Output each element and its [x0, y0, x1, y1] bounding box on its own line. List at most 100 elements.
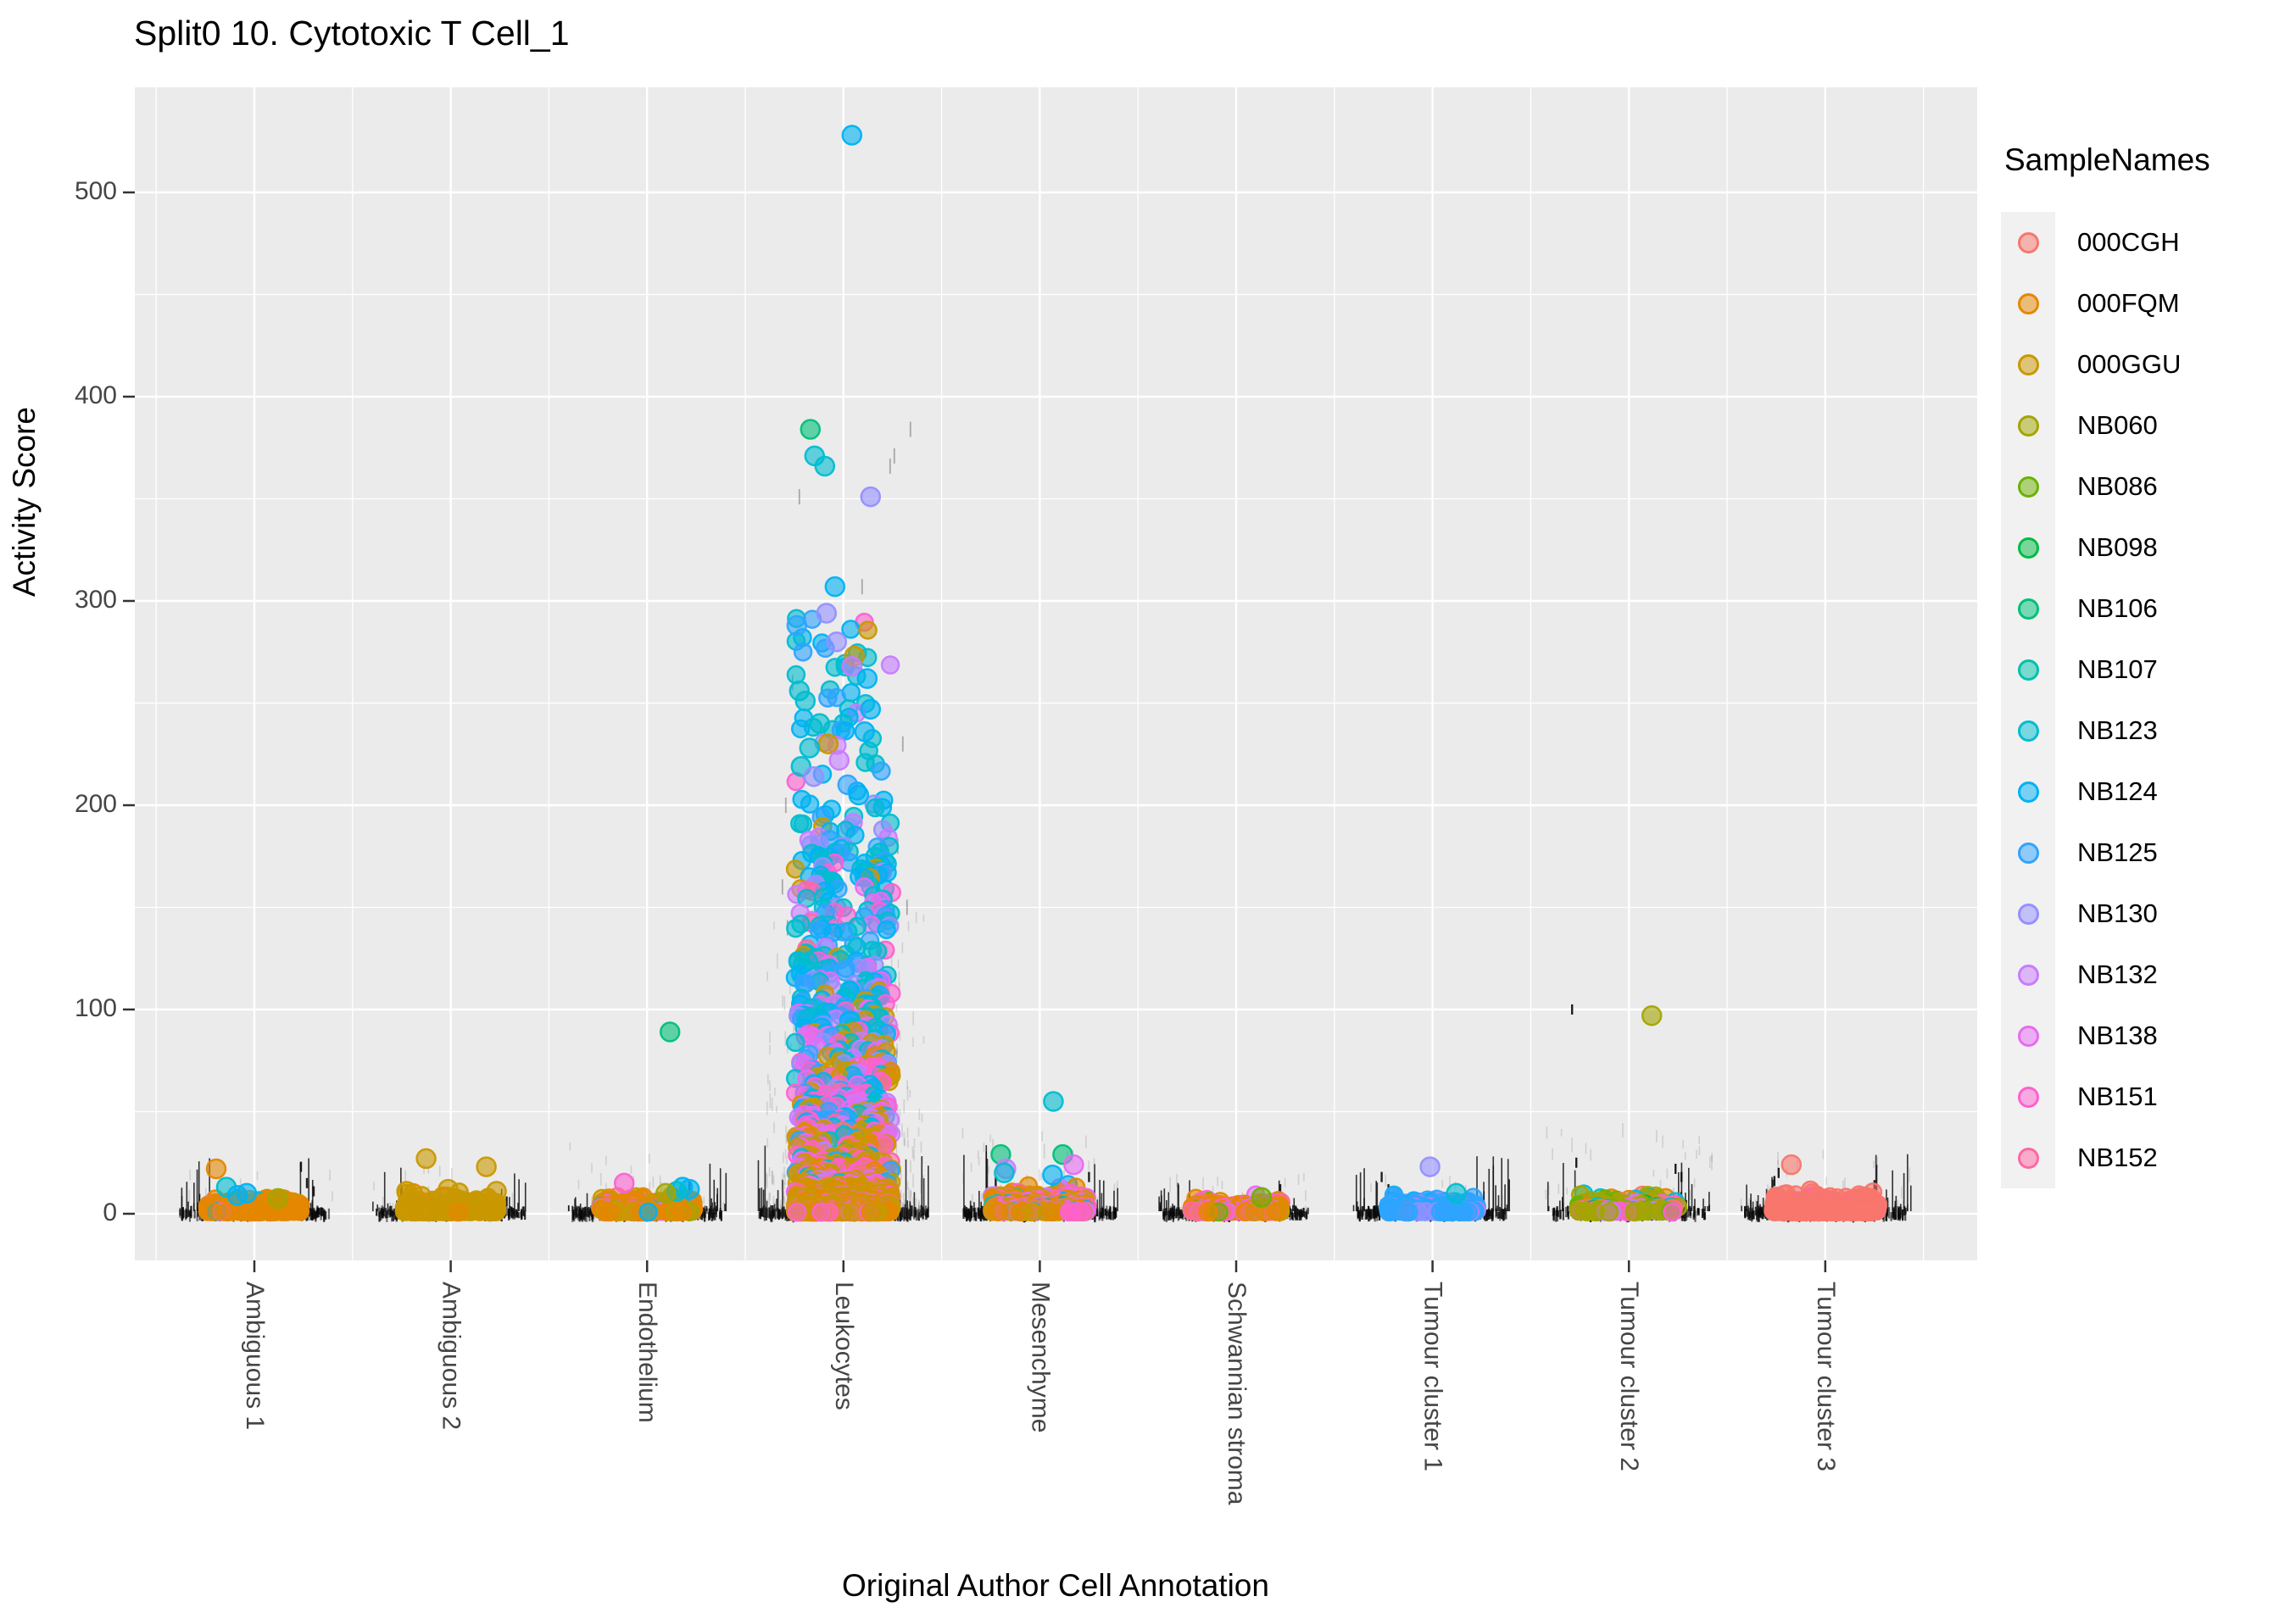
- outlier-point: [800, 419, 822, 440]
- y-tick-label: 100: [74, 994, 117, 1022]
- legend-label: NB130: [2077, 898, 2158, 928]
- legend-dot-icon: [2017, 903, 2039, 925]
- gridlines-minor: [135, 87, 1977, 1260]
- legend-entry: NB086: [2001, 456, 2210, 517]
- legend-dot-icon: [2017, 598, 2039, 620]
- legend-dot-icon: [2017, 353, 2039, 375]
- data-point: [793, 642, 813, 662]
- y-tick-label: 300: [74, 586, 117, 614]
- legend-key: [2001, 1066, 2055, 1127]
- y-tick-label: 400: [74, 381, 117, 409]
- x-tick-label: Ambiguous 1: [241, 1282, 269, 1431]
- legend-dot-icon: [2017, 231, 2039, 253]
- data-point: [1804, 1202, 1824, 1222]
- outlier-point: [817, 733, 839, 754]
- outlier-point: [1419, 1156, 1441, 1177]
- category-cluster: [179, 1158, 333, 1222]
- outlier-point: [848, 784, 870, 806]
- legend-label: 000FQM: [2077, 288, 2180, 318]
- legend-dot-icon: [2017, 476, 2039, 498]
- x-tick-label: Endothelium: [633, 1282, 662, 1423]
- outlier-point: [824, 576, 846, 598]
- y-tick-label: 500: [74, 177, 117, 205]
- legend-dot-icon: [2017, 964, 2039, 986]
- outlier-point: [860, 486, 882, 508]
- legend-key: [2001, 395, 2055, 456]
- legend-label: NB106: [2077, 593, 2158, 623]
- data-point: [785, 1032, 805, 1053]
- data-point: [1441, 1202, 1461, 1222]
- legend-dot-icon: [2017, 781, 2039, 803]
- outlier-point: [613, 1172, 635, 1194]
- legend-label: NB138: [2077, 1021, 2158, 1050]
- legend-key: [2001, 700, 2055, 761]
- legend-key: [2001, 1127, 2055, 1188]
- data-point: [449, 1202, 468, 1222]
- legend-key: [2001, 212, 2055, 273]
- y-tick-label: 200: [74, 790, 117, 818]
- data-points-layer: [179, 125, 1912, 1223]
- data-point: [841, 620, 861, 639]
- legend-label: NB132: [2077, 959, 2158, 989]
- legend-dot-icon: [2017, 720, 2039, 742]
- legend-dot-icon: [2017, 414, 2039, 437]
- legend-entry: NB124: [2001, 761, 2210, 822]
- legend-entry: 000CGH: [2001, 212, 2210, 273]
- legend-entry: NB060: [2001, 395, 2210, 456]
- data-point: [1235, 1202, 1256, 1222]
- outlier-point: [205, 1158, 227, 1180]
- data-point: [858, 620, 878, 640]
- legend-entry: NB138: [2001, 1005, 2210, 1066]
- legend-dot-icon: [2017, 292, 2039, 314]
- data-point: [793, 814, 813, 834]
- outlier-point: [809, 713, 831, 734]
- data-point: [880, 655, 900, 675]
- legend-key: [2001, 761, 2055, 822]
- data-point: [1599, 1202, 1619, 1222]
- outlier-point: [828, 749, 850, 771]
- outlier-point: [1446, 1182, 1467, 1204]
- x-tick-label: Tumour cluster 1: [1418, 1282, 1447, 1471]
- outlier-point: [860, 698, 882, 720]
- legend-entries: 000CGH 000FQM 000GGU NB060 NB086 NB098 NB106 NB…: [2001, 212, 2210, 1188]
- data-point: [1825, 1202, 1845, 1222]
- x-tick-label: Leukocytes: [829, 1282, 858, 1410]
- legend-entry: NB098: [2001, 517, 2210, 578]
- outlier-point: [856, 668, 878, 689]
- outlier-point: [1781, 1154, 1803, 1176]
- data-point: [790, 719, 811, 739]
- outlier-point: [816, 603, 838, 624]
- outlier-point: [655, 1182, 677, 1204]
- data-point: [811, 1202, 831, 1222]
- x-tick-label: Ambiguous 2: [437, 1282, 465, 1431]
- outlier-point: [1063, 1154, 1084, 1176]
- data-point: [988, 1202, 1008, 1222]
- x-tick-label: Mesenchyme: [1026, 1282, 1055, 1433]
- y-tick-label: 0: [103, 1199, 117, 1226]
- x-tick-label: Tumour cluster 3: [1811, 1282, 1840, 1471]
- outlier-point: [396, 1181, 417, 1202]
- legend-key: [2001, 883, 2055, 944]
- data-point: [786, 918, 805, 938]
- legend-dot-icon: [2017, 537, 2039, 559]
- outlier-point: [841, 125, 863, 146]
- legend-key: [2001, 578, 2055, 639]
- data-point: [825, 658, 845, 677]
- data-point: [818, 688, 838, 708]
- outlier-point: [826, 631, 848, 653]
- legend-entry: NB132: [2001, 944, 2210, 1005]
- legend-entry: NB107: [2001, 639, 2210, 700]
- outlier-point: [814, 455, 836, 477]
- x-axis-title: Original Author Cell Annotation: [842, 1568, 1269, 1603]
- legend-key: [2001, 334, 2055, 395]
- legend-dot-icon: [2017, 1147, 2039, 1169]
- category-cluster: [757, 125, 929, 1223]
- outlier-point: [267, 1187, 289, 1210]
- legend-label: NB151: [2077, 1082, 2158, 1111]
- outlier-point: [476, 1156, 497, 1177]
- legend-entry: NB106: [2001, 578, 2210, 639]
- data-point: [835, 721, 855, 741]
- outlier-point: [786, 615, 808, 637]
- data-point: [872, 761, 891, 781]
